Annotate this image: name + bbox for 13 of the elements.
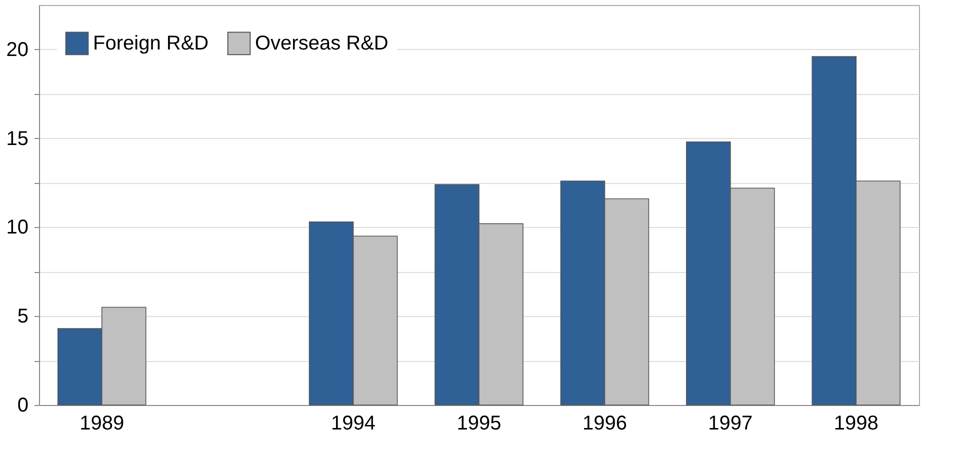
x-tick-label: 1996: [582, 412, 627, 434]
y-tick-label: 20: [6, 38, 28, 61]
x-tick-label: 1995: [456, 412, 502, 434]
x-tick-label: 1989: [80, 412, 124, 434]
x-tick-label: 1997: [708, 412, 753, 434]
x-tick-label: 1998: [834, 412, 878, 434]
y-tick-label: 0: [17, 394, 28, 416]
legend-label: Foreign R&D: [93, 32, 209, 54]
x-tick-label: 1994: [331, 412, 376, 434]
y-tick-label: 10: [6, 216, 28, 239]
y-tick-label: 15: [6, 128, 28, 150]
legend-label: Overseas R&D: [255, 32, 388, 54]
y-tick-label: 5: [17, 306, 28, 328]
